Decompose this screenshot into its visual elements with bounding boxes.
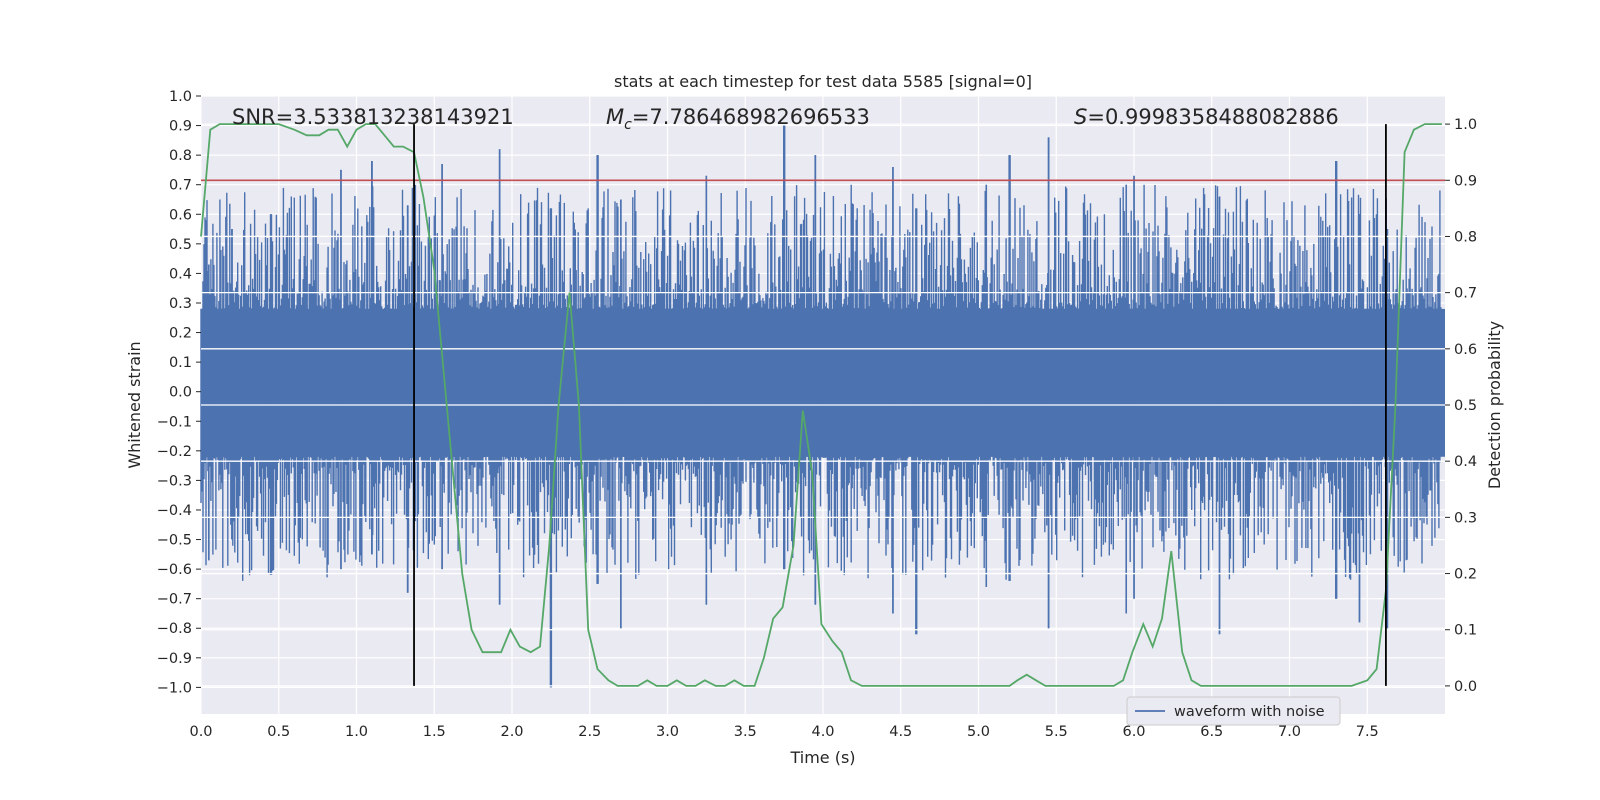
chirp-mass-annotation: Mc=7.786468982696533	[606, 105, 870, 133]
legend-box	[1126, 696, 1341, 726]
y-tick-label: −0.5	[157, 533, 192, 549]
chart-title: stats at each timestep for test data 558…	[614, 72, 1032, 91]
y-tick-label: 0.1	[169, 355, 192, 371]
y-tick-label: 0.4	[169, 266, 192, 282]
x-tick-label: 5.5	[1045, 724, 1068, 740]
x-tick-label: 4.0	[811, 724, 834, 740]
detection-probability-line	[200, 123, 1442, 687]
y2-tick-label: 0.6	[1454, 342, 1477, 358]
snr-annotation: SNR=3.533813238143921	[232, 105, 514, 129]
y2-tick-label: 0.2	[1454, 567, 1477, 583]
y-axis-label: Whitened strain	[125, 341, 144, 468]
y-tick-label: 0.7	[169, 178, 192, 194]
x-tick-label: 1.0	[345, 724, 368, 740]
x-tick-label: 7.0	[1278, 724, 1301, 740]
waveform-series	[200, 125, 1445, 688]
y2-tick-label: 0.9	[1454, 173, 1477, 189]
y-tick-label: −0.6	[157, 562, 192, 578]
y-tick-label: 0.5	[169, 237, 192, 253]
y-tick-label: −0.2	[157, 444, 192, 460]
x-tick-label: 4.5	[889, 724, 912, 740]
y2-tick-label: 0.7	[1454, 286, 1477, 302]
x-tick-label: 3.0	[656, 724, 679, 740]
y-tick-label: 0.9	[169, 119, 192, 135]
y2-axis-ticks: 1.0 0.9 0.8 0.7 0.6 0.5 0.4 0.3 0.2 0.1 0.0	[1445, 117, 1477, 695]
y2-tick-label: 0.1	[1454, 623, 1477, 639]
x-tick-label: 2.5	[578, 724, 601, 740]
x-tick-label: 1.5	[423, 724, 446, 740]
y-tick-label: −0.1	[157, 414, 192, 430]
y-tick-label: 0.2	[169, 326, 192, 342]
mc-subscript: c	[624, 117, 632, 133]
y2-axis-label: Detection probability	[1485, 321, 1504, 489]
x-tick-label: 0.0	[189, 724, 212, 740]
legend: waveform with noise	[1126, 696, 1341, 726]
y-tick-label: −0.8	[157, 621, 192, 637]
vertical-markers	[413, 124, 1387, 686]
y2-tick-label: 0.4	[1454, 454, 1477, 470]
mc-value: =7.786468982696533	[632, 105, 870, 129]
x-tick-label: 6.0	[1122, 724, 1145, 740]
mc-symbol: M	[606, 105, 624, 129]
x-tick-label: 0.5	[267, 724, 290, 740]
y-tick-label: 0.6	[169, 207, 192, 223]
y-axis-ticks: 1.0 0.9 0.8 0.7 0.6 0.5 0.4 0.3 0.2 0.1 0.0 −0.1 −0.…	[157, 89, 201, 696]
y-tick-label: −0.7	[157, 592, 192, 608]
x-axis-label: Time (s)	[789, 748, 855, 767]
y2-tick-label: 0.0	[1454, 679, 1477, 695]
y-tick-label: −1.0	[157, 680, 192, 696]
x-tick-label: 5.0	[967, 724, 990, 740]
x-tick-label: 3.5	[734, 724, 757, 740]
y2-tick-label: 0.5	[1454, 398, 1477, 414]
y-tick-label: −0.3	[157, 473, 192, 489]
y-tick-label: 0.0	[169, 385, 192, 401]
y2-tick-label: 0.8	[1454, 229, 1477, 245]
x-tick-label: 6.5	[1200, 724, 1223, 740]
legend-label: waveform with noise	[1174, 704, 1325, 720]
x-tick-label: 2.0	[500, 724, 523, 740]
y-tick-label: −0.4	[157, 503, 192, 519]
y-tick-label: −0.9	[157, 651, 192, 667]
y2-tick-label: 1.0	[1454, 117, 1477, 133]
x-axis-ticks: 0.0 0.5 1.0 1.5 2.0 2.5 3.0 3.5 4.0 4.5 5.0 5.5 6.0 6…	[189, 724, 1378, 740]
s-value: =0.9998358488082886	[1087, 105, 1338, 129]
y-tick-label: 0.8	[169, 148, 192, 164]
x-tick-label: 7.5	[1356, 724, 1379, 740]
s-annotation: S=0.9998358488082886	[1074, 105, 1339, 129]
y2-tick-label: 0.3	[1454, 510, 1477, 526]
y-tick-label: 1.0	[169, 89, 192, 105]
waveform-core	[201, 308, 1445, 457]
y-tick-label: 0.3	[169, 296, 192, 312]
s-symbol: S	[1074, 105, 1087, 129]
